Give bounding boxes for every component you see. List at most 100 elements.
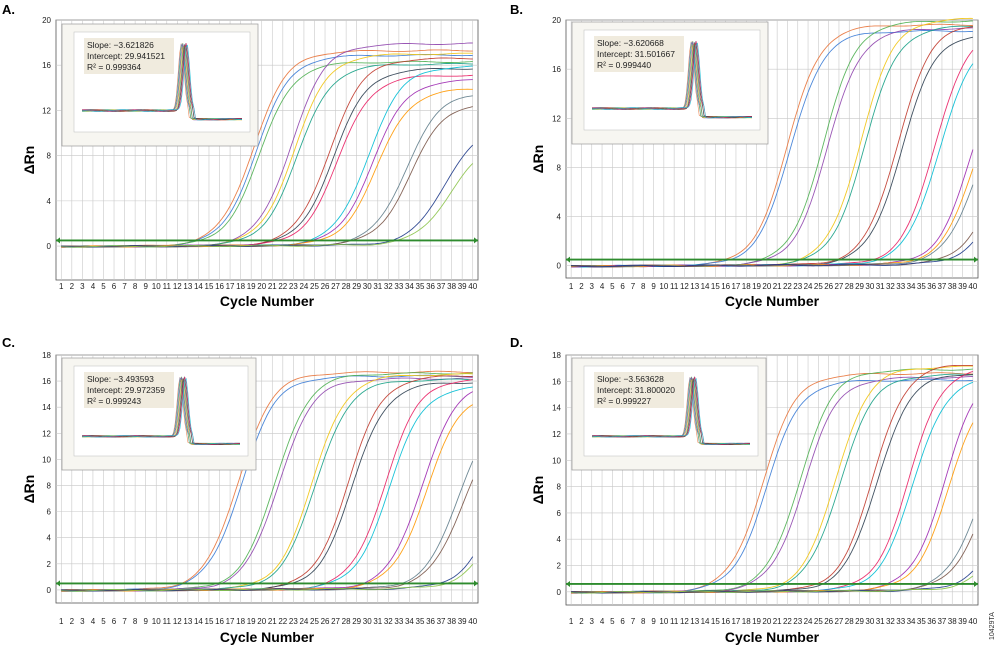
regression-stats-box: [594, 36, 684, 72]
x-tick-label: 35: [917, 282, 926, 291]
x-tick-label: 7: [122, 617, 127, 626]
x-tick-label: 6: [620, 282, 625, 291]
x-tick-label: 23: [289, 617, 298, 626]
x-tick-label: 38: [447, 617, 456, 626]
x-tick-label: 21: [268, 282, 277, 291]
y-tick-label: 20: [552, 16, 561, 25]
x-axis-title: Cycle Number: [220, 293, 315, 309]
x-tick-label: 7: [631, 617, 636, 626]
x-tick-label: 34: [405, 617, 414, 626]
x-tick-label: 12: [173, 282, 182, 291]
x-tick-label: 15: [711, 617, 720, 626]
y-tick-label: 16: [552, 377, 561, 386]
x-tick-label: 28: [342, 617, 351, 626]
x-tick-label: 40: [468, 617, 477, 626]
x-tick-label: 1: [59, 617, 64, 626]
amplification-curves: [61, 42, 474, 248]
regression-stats-box: [84, 372, 174, 408]
y-tick-label: 0: [557, 262, 562, 271]
x-tick-label: 25: [310, 282, 319, 291]
intercept-value: Intercept: 31.800020: [597, 385, 675, 395]
x-tick-label: 26: [321, 617, 330, 626]
x-tick-label: 5: [101, 617, 106, 626]
x-tick-label: 16: [721, 617, 730, 626]
x-tick-label: 27: [834, 617, 843, 626]
amplification-curve: [571, 575, 974, 594]
x-tick-label: 15: [205, 282, 214, 291]
x-gridlines: [570, 20, 974, 278]
x-tick-label: 6: [112, 282, 117, 291]
x-tick-label: 24: [804, 282, 813, 291]
x-tick-label: 10: [659, 282, 668, 291]
y-tick-label: 8: [47, 482, 52, 491]
threshold-marker-right: [974, 580, 978, 587]
x-tick-label: 18: [236, 617, 245, 626]
panel-b: B.1 2 3 4 5 6 7 8 9 10 11 12 13 14 15 16 17 18 19 20 21 22 23 2…: [510, 2, 979, 309]
melt-peaks: [81, 376, 241, 445]
melt-peak-curve: [81, 44, 243, 121]
amplification-curve: [571, 241, 974, 268]
x-tick-label: 18: [236, 282, 245, 291]
x-tick-label: 28: [342, 282, 351, 291]
regression-stats-box: [84, 38, 174, 74]
y-tick-label: 20: [42, 16, 51, 25]
x-tick-label: 29: [352, 617, 361, 626]
y-tick-labels: 0 4 8 12 16 20: [552, 16, 561, 271]
x-tick-label: 3: [590, 617, 595, 626]
x-tick-label: 23: [289, 282, 298, 291]
x-tick-label: 25: [814, 617, 823, 626]
amplification-curve: [61, 163, 474, 248]
x-tick-label: 17: [226, 617, 235, 626]
x-tick-label: 32: [384, 617, 393, 626]
x-tick-label: 8: [641, 617, 646, 626]
x-tick-label: 25: [310, 617, 319, 626]
x-tick-label: 23: [793, 282, 802, 291]
x-tick-label: 29: [855, 617, 864, 626]
x-tick-label: 37: [437, 282, 446, 291]
x-tick-label: 22: [783, 617, 792, 626]
x-tick-label: 32: [384, 282, 393, 291]
x-axis-title: Cycle Number: [725, 293, 820, 309]
y-tick-label: 18: [552, 351, 561, 360]
melt-peaks: [591, 41, 753, 119]
panel-c: C.1 2 3 4 5 6 7 8 9 10 11 12 13 14 15 16 17 18 19 20 21 22 23 2…: [2, 335, 479, 645]
melt-peak-curve: [591, 42, 753, 119]
x-tick-label: 4: [600, 617, 605, 626]
x-tick-label: 3: [80, 282, 85, 291]
y-tick-label: 4: [557, 213, 562, 222]
y-tick-label: 4: [557, 535, 562, 544]
x-tick-label: 9: [143, 282, 148, 291]
x-tick-label: 31: [876, 617, 885, 626]
y-tick-label: 6: [557, 509, 562, 518]
x-tick-label: 16: [215, 617, 224, 626]
y-tick-label: 12: [42, 106, 51, 115]
x-tick-labels: 1 2 3 4 5 6 7 8 9 10 11 12 13 14 15 16 17 18 19 20 21 22 23 24 2…: [59, 617, 478, 626]
x-tick-label: 36: [426, 617, 435, 626]
x-tick-label: 16: [215, 282, 224, 291]
x-tick-label: 7: [631, 282, 636, 291]
slope-value: Slope: −3.563628: [597, 374, 664, 384]
x-tick-label: 31: [373, 617, 382, 626]
x-tick-label: 12: [680, 617, 689, 626]
y-tick-label: 12: [552, 114, 561, 123]
x-tick-label: 37: [937, 617, 946, 626]
melt-peak-curve: [82, 376, 241, 445]
x-tick-label: 19: [752, 282, 761, 291]
x-tick-label: 15: [711, 282, 720, 291]
x-tick-labels: 1 2 3 4 5 6 7 8 9 10 11 12 13 14 15 16 17 18 19 20 21 22 23 24 2…: [569, 282, 978, 291]
x-axis-title: Cycle Number: [220, 629, 315, 645]
y-tick-label: 8: [557, 163, 562, 172]
x-tick-label: 28: [845, 282, 854, 291]
melt-peak-curve: [591, 378, 751, 445]
x-tick-label: 34: [405, 282, 414, 291]
x-tick-label: 1: [569, 617, 574, 626]
x-tick-label: 37: [937, 282, 946, 291]
y-tick-label: 14: [42, 403, 51, 412]
x-tick-label: 17: [226, 282, 235, 291]
x-tick-label: 36: [426, 282, 435, 291]
x-tick-label: 36: [927, 282, 936, 291]
x-tick-label: 33: [896, 617, 905, 626]
x-tick-labels: 1 2 3 4 5 6 7 8 9 10 11 12 13 14 15 16 17 18 19 20 21 22 23 24 2…: [569, 617, 978, 626]
threshold-marker-left: [566, 256, 570, 263]
